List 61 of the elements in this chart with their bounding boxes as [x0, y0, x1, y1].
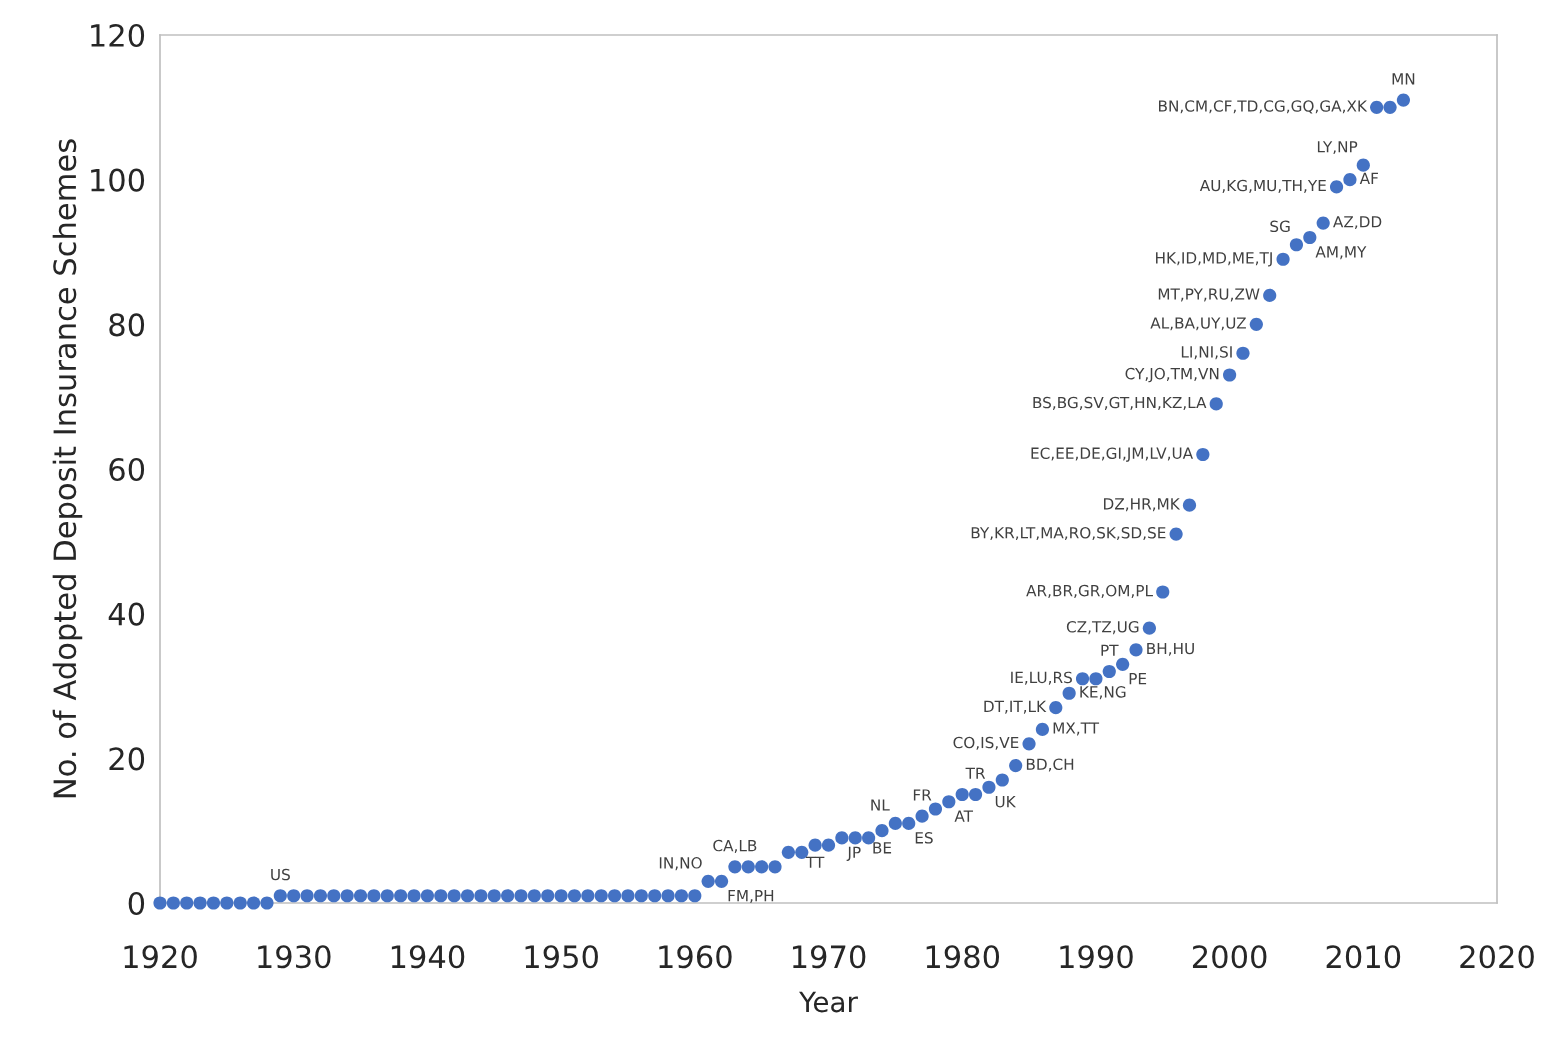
- annotation: BD,CH: [1026, 758, 1074, 772]
- annotation: FM,PH: [728, 890, 774, 904]
- annotation: AT: [954, 810, 974, 822]
- x-tick-label: 1960: [659, 945, 732, 969]
- x-axis-title: Year: [799, 991, 858, 1013]
- x-tick-label: 2020: [1460, 945, 1534, 969]
- x-tick-label: 1990: [1060, 945, 1133, 969]
- annotation: IN,NO: [659, 857, 702, 871]
- annotation: HK,ID,MD,ME,TJ: [1156, 252, 1272, 267]
- annotation: ES: [915, 832, 933, 844]
- y-tick-label: 100: [91, 168, 145, 192]
- annotation: BH,HU: [1147, 642, 1194, 656]
- y-tick-label: 80: [109, 313, 145, 337]
- annotation: MX,TT: [1053, 722, 1100, 736]
- x-tick-label: 1930: [258, 945, 331, 969]
- x-tick-label: 1920: [124, 945, 197, 969]
- y-tick-label: 40: [108, 602, 145, 626]
- y-tick-label: 0: [128, 891, 145, 916]
- annotation: CY,JO,TM,VN: [1125, 367, 1219, 383]
- annotation: MT,PY,RU,ZW: [1158, 288, 1260, 302]
- annotation: PE: [1129, 673, 1147, 685]
- annotation: BS,BG,SV,GT,HN,KZ,LA: [1033, 396, 1207, 410]
- annotation: DT,IT,LK: [984, 700, 1047, 714]
- annotation: AM,MY: [1315, 246, 1367, 260]
- annotation: EC,EE,DE,GI,JM,LV,UA: [1031, 447, 1194, 462]
- y-tick-label: 20: [109, 747, 145, 771]
- annotation: AF: [1359, 172, 1378, 184]
- annotation: TT: [805, 856, 825, 868]
- annotation: SG: [1270, 220, 1290, 233]
- annotation: CA,LB: [713, 839, 757, 853]
- annotation: FR: [913, 789, 932, 801]
- x-tick-label: 2000: [1192, 945, 1267, 969]
- y-axis-title: No. of Adopted Deposit Insurance Schemes: [52, 139, 83, 798]
- x-tick-label: 1950: [525, 945, 598, 969]
- annotation: PT: [1101, 644, 1119, 656]
- annotation: DZ,HR,MK: [1104, 498, 1181, 512]
- annotation: AU,KG,MU,TH,YE: [1199, 179, 1326, 193]
- annotation: CO,IS,VE: [953, 736, 1019, 750]
- annotation: AR,BR,GR,OM,PL: [1026, 584, 1153, 598]
- annotation: CZ,TZ,UG: [1066, 621, 1139, 635]
- annotation: US: [271, 868, 290, 881]
- annotation: TR: [965, 767, 986, 779]
- annotation: NL: [871, 799, 890, 811]
- annotation: BN,CM,CF,TD,CG,GQ,GA,XK: [1159, 100, 1368, 114]
- annotation: JP: [846, 846, 861, 861]
- annotation: AZ,DD: [1333, 216, 1382, 230]
- x-tick-label: 1940: [391, 945, 465, 969]
- annotation: AL,BA,UY,UZ: [1150, 317, 1246, 331]
- x-tick-label: 1980: [926, 945, 1000, 969]
- annotation: LY,NP: [1317, 141, 1358, 155]
- annotation: IE,LU,RS: [1011, 671, 1072, 685]
- x-tick-label: 2010: [1326, 945, 1401, 969]
- y-tick-label: 120: [91, 23, 145, 48]
- annotation: MN: [1392, 73, 1415, 85]
- y-tick-label: 60: [109, 457, 145, 482]
- annotation: KE,NG: [1080, 686, 1126, 700]
- annotation: LI,NI,SI: [1181, 346, 1232, 360]
- annotation: BE: [873, 842, 892, 854]
- x-tick-label: 1970: [792, 945, 866, 969]
- annotation: UK: [995, 796, 1017, 808]
- annotation: BY,KR,LT,MA,RO,SK,SD,SE: [971, 526, 1166, 541]
